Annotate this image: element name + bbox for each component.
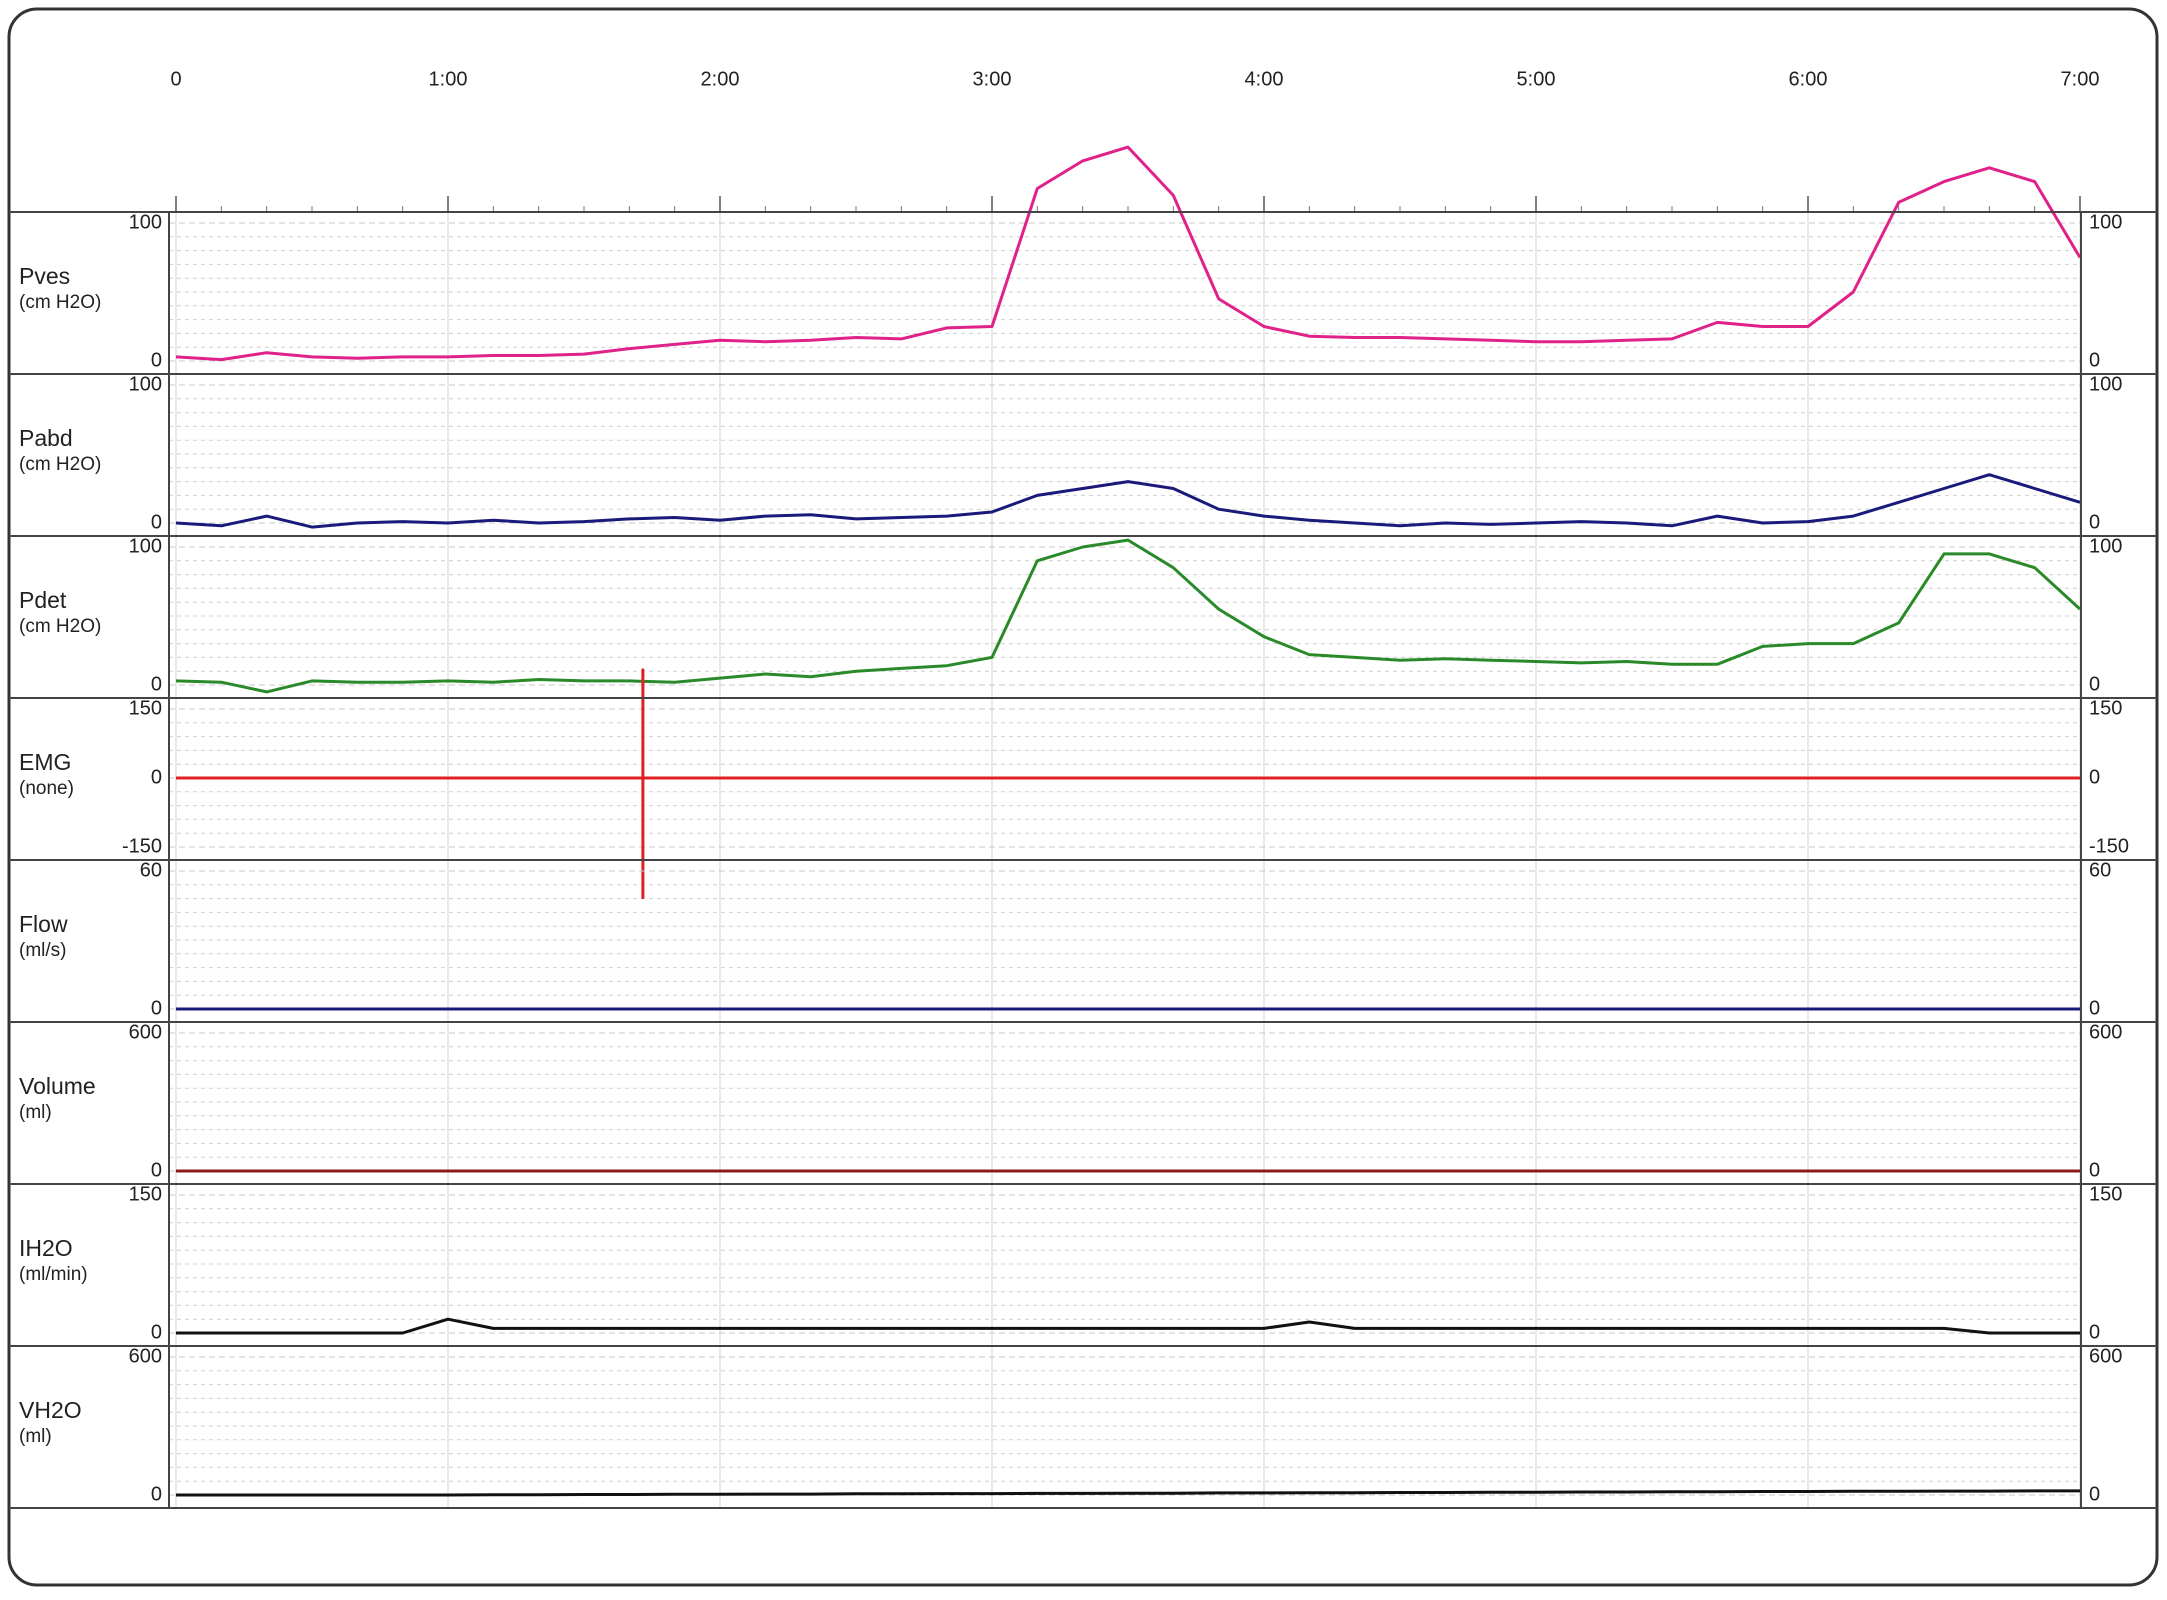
x-tick-label: 4:00 (1245, 68, 1284, 90)
y-tick-label: 0 (151, 1321, 162, 1343)
y-tick-label-right: 100 (2089, 535, 2122, 557)
y-tick-label-right: 100 (2089, 373, 2122, 395)
trace (176, 1317, 2080, 1335)
channel-name: IH2O (19, 1235, 73, 1261)
y-tick-label: 0 (151, 1159, 162, 1181)
channel-unit: (ml) (19, 1426, 52, 1447)
y-tick-label: 100 (129, 373, 162, 395)
y-tick-label-right: 100 (2089, 211, 2122, 233)
y-tick-label: 150 (129, 1183, 162, 1205)
y-tick-label-right: 0 (2089, 1159, 2100, 1181)
y-tick-label: 0 (151, 1483, 162, 1505)
y-tick-label: 600 (129, 1021, 162, 1043)
y-tick-label-right: 0 (2089, 673, 2100, 695)
channel-unit: (none) (19, 778, 74, 799)
y-tick-label-right: 0 (2089, 1321, 2100, 1343)
channel-name: Flow (19, 911, 68, 937)
channel-unit: (cm H2O) (19, 292, 101, 313)
y-tick-label-right: 0 (2089, 997, 2100, 1019)
channel-name: VH2O (19, 1397, 82, 1423)
channel-unit: (cm H2O) (19, 454, 101, 475)
y-tick-label-right: 0 (2089, 1483, 2100, 1505)
y-tick-label: 0 (151, 511, 162, 533)
channel-unit: (ml/s) (19, 940, 66, 961)
y-tick-label-right: 0 (2089, 766, 2100, 788)
y-tick-label: 600 (129, 1345, 162, 1367)
y-tick-label: 0 (151, 673, 162, 695)
y-tick-label-right: 60 (2089, 859, 2111, 881)
channel-name: Pdet (19, 587, 67, 613)
x-tick-label: 6:00 (1789, 68, 1828, 90)
x-tick-label: 0 (170, 68, 181, 90)
x-tick-label: 2:00 (701, 68, 740, 90)
frame (7, 7, 2159, 1587)
trace (175, 145, 2082, 362)
y-tick-label-right: 150 (2089, 1183, 2122, 1205)
channel-unit: (ml) (19, 1102, 52, 1123)
trace (175, 538, 2082, 694)
trace (176, 1489, 2080, 1497)
x-tick-label: 5:00 (1517, 68, 1556, 90)
y-tick-label: 0 (151, 349, 162, 371)
trace (175, 473, 2081, 529)
channel-unit: (ml/min) (19, 1264, 88, 1285)
y-tick-label: 0 (151, 997, 162, 1019)
y-tick-label: 100 (129, 535, 162, 557)
x-tick-label: 1:00 (429, 68, 468, 90)
y-tick-label-right: 0 (2089, 349, 2100, 371)
channel-name: Pves (19, 263, 70, 289)
y-tick-label: 100 (129, 211, 162, 233)
channel-name: Volume (19, 1073, 96, 1099)
y-tick-label-right: 600 (2089, 1345, 2122, 1367)
channel-name: Pabd (19, 425, 73, 451)
y-tick-label: 60 (140, 859, 162, 881)
x-tick-label: 3:00 (973, 68, 1012, 90)
channel-name: EMG (19, 749, 71, 775)
y-tick-label: 0 (151, 766, 162, 788)
y-tick-label: 150 (129, 697, 162, 719)
y-tick-label: -150 (122, 835, 162, 857)
channel-unit: (cm H2O) (19, 616, 101, 637)
x-tick-label: 7:00 (2061, 68, 2100, 90)
y-tick-label-right: 600 (2089, 1021, 2122, 1043)
y-tick-label-right: 0 (2089, 511, 2100, 533)
trace (176, 668, 2080, 900)
y-tick-label-right: 150 (2089, 697, 2122, 719)
y-tick-label-right: -150 (2089, 835, 2129, 857)
